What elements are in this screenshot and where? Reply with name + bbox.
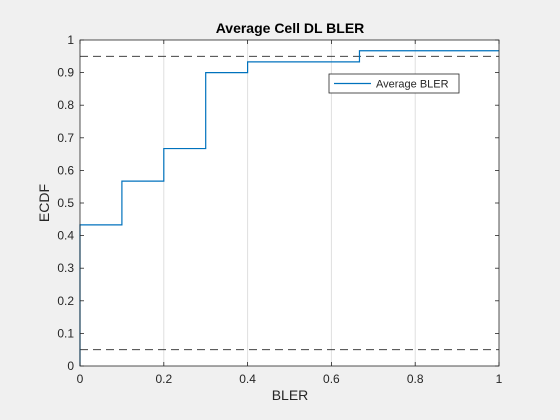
legend-box [328, 73, 460, 94]
x-tick-label: 0.4 [239, 372, 256, 386]
x-tick-label: 1 [496, 372, 503, 386]
y-tick-label: 0.2 [57, 294, 74, 308]
chart-title: Average Cell DL BLER [216, 20, 365, 36]
y-tick-label: 0.9 [57, 66, 74, 80]
x-axis-label: BLER [272, 387, 309, 403]
grid-lines [163, 40, 416, 366]
x-tick-label: 0.6 [323, 372, 340, 386]
y-tick-label: 1 [67, 33, 74, 47]
legend-entry-average-bler: Average BLER [376, 79, 449, 91]
plot-background [80, 40, 499, 366]
reference-lines [80, 55, 499, 351]
series-layer [79, 50, 499, 366]
x-tick-labels: 0 0.2 0.4 0.6 0.8 1 [77, 372, 503, 386]
x-tick-label: 0.8 [407, 372, 424, 386]
y-tick-label: 0.5 [57, 196, 74, 210]
y-tick-label: 0.1 [57, 326, 74, 340]
x-tick-label: 0 [77, 372, 84, 386]
y-tick-labels: 0 0.1 0.2 0.3 0.4 0.5 0.6 0.7 0.8 0.9 1 [57, 33, 74, 373]
y-tick-label: 0 [67, 359, 74, 373]
x-tick-label: 0.2 [155, 372, 172, 386]
tick-marks [79, 39, 500, 367]
y-axis-label: ECDF [36, 184, 52, 222]
y-tick-label: 0.6 [57, 163, 74, 177]
y-tick-label: 0.8 [57, 98, 74, 112]
y-tick-label: 0.3 [57, 261, 74, 275]
legend[interactable]: Average BLER [328, 73, 460, 94]
series-line-average-bler [79, 50, 499, 366]
y-tick-label: 0.4 [57, 229, 74, 243]
y-tick-label: 0.7 [57, 131, 74, 145]
